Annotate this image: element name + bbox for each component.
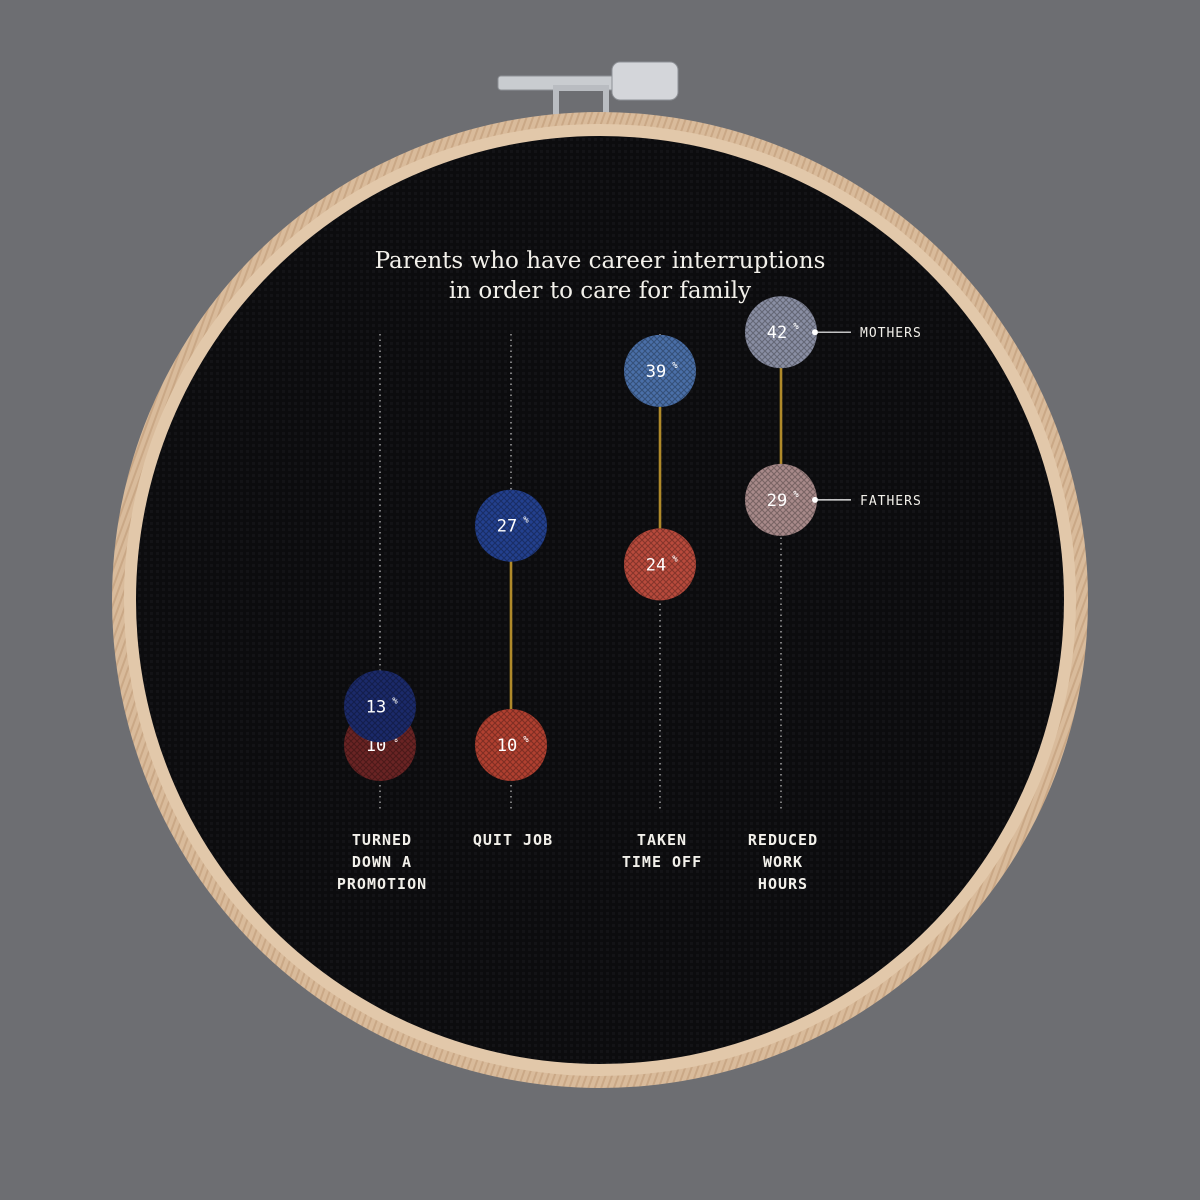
mothers-dot-stitch xyxy=(475,489,547,562)
mothers-dot-unit: % xyxy=(523,516,529,526)
fathers-dot-stitch xyxy=(624,528,696,601)
fathers-dot-unit: % xyxy=(793,490,799,500)
mothers-dot-stitch xyxy=(344,670,416,743)
mothers-dot-unit: % xyxy=(793,322,799,332)
fathers-dot-unit: % xyxy=(523,735,529,745)
mothers-dot: 13% xyxy=(344,670,416,743)
mothers-dot-value: 39 xyxy=(646,362,666,382)
fathers-dot-stitch xyxy=(475,709,547,781)
mothers-dot: 39% xyxy=(624,334,696,407)
mothers-dot-unit: % xyxy=(672,361,678,371)
category-label: QUIT JOB xyxy=(473,831,553,849)
fathers-dot: 24% xyxy=(624,528,696,601)
fathers-dot-unit: % xyxy=(392,735,398,745)
category-label: TAKEN xyxy=(637,831,687,849)
mothers-dot: 27% xyxy=(475,489,547,562)
chart-title: Parents who have career interruptions in … xyxy=(375,248,826,304)
chart-title-line: in order to care for family xyxy=(449,278,751,304)
plot-area: 10 %13 %10 %27 %24 %39 %29 %42% xyxy=(344,296,817,812)
mothers-dot-stitch xyxy=(624,334,696,407)
mothers-dot: 42% xyxy=(745,296,817,369)
category-labels: TURNED DOWN A PROMOTION QUIT JOB TAKEN TIME O… xyxy=(337,831,818,893)
category-label: WORK xyxy=(763,853,803,871)
legend: MOTHERS FATHERS xyxy=(812,326,922,509)
mothers-dot-value: 27 xyxy=(497,517,517,537)
category-label: HOURS xyxy=(758,875,808,893)
legend-label: FATHERS xyxy=(860,494,922,509)
fabric xyxy=(136,136,1064,1064)
fathers-dot-value: 10 xyxy=(497,736,517,756)
hoop-screw xyxy=(497,61,679,131)
mothers-dot-unit: % xyxy=(392,696,398,706)
legend-marker xyxy=(812,496,818,503)
mothers-dot-value: 13 xyxy=(366,697,386,717)
legend-label: MOTHERS xyxy=(860,326,922,341)
legend-marker xyxy=(812,329,818,336)
mothers-dot-stitch xyxy=(745,296,817,369)
fathers-dot-stitch xyxy=(745,463,817,536)
chart-title-line: Parents who have career interruptions xyxy=(375,248,826,274)
fathers-dot-value: 24 xyxy=(646,555,666,575)
fathers-dot: 10% xyxy=(475,709,547,781)
fathers-dot-value: 29 xyxy=(767,491,787,511)
category-label: TURNED xyxy=(352,831,412,849)
category-label: TIME OFF xyxy=(622,853,702,871)
fathers-dot-unit: % xyxy=(672,554,678,564)
mothers-dot-value: 42 xyxy=(767,323,787,343)
category-label: REDUCED xyxy=(748,831,818,849)
category-label: DOWN A xyxy=(352,853,412,871)
fathers-dot: 29% xyxy=(745,463,817,536)
category-label: PROMOTION xyxy=(337,875,427,893)
